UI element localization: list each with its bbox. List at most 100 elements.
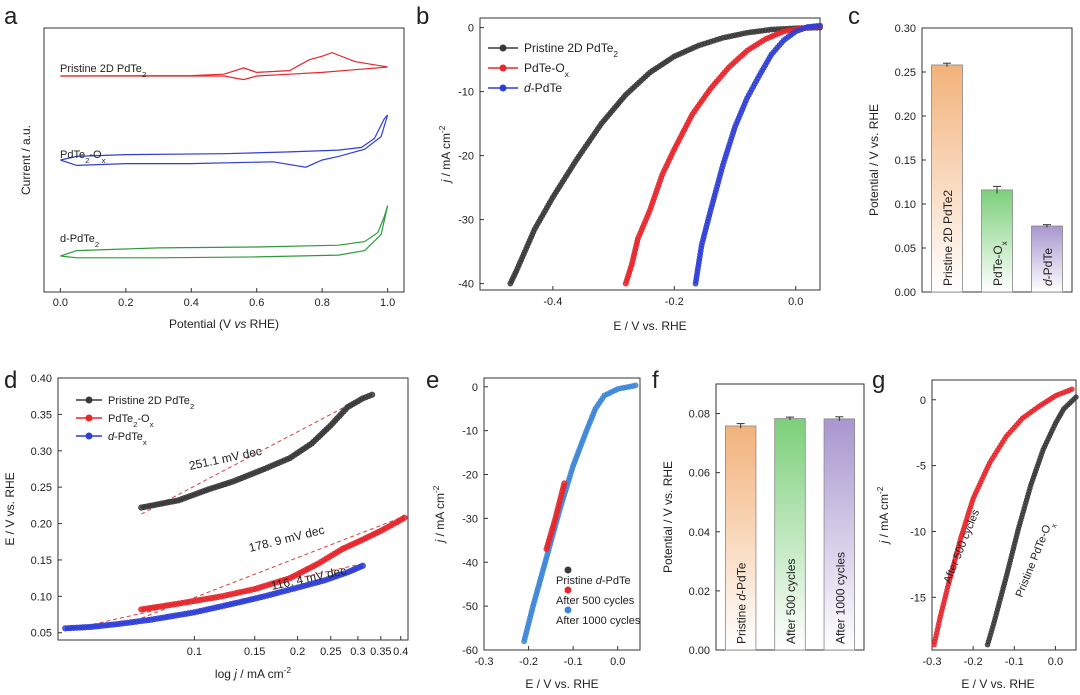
chart-d-series-2-point	[359, 562, 366, 569]
chart-b: -0.4 -0.2 0.0 0 -10 -20 -30 -40 E / V vs. RHE j /…	[437, 17, 823, 333]
chart-a: 0.0 0.2 0.4 0.6 0.8 1.0 Potential (V vs RHE) Cu…	[19, 27, 405, 331]
chart-a-xtick-label: 0.0	[53, 297, 68, 309]
chart-d-ytick-label: 0.15	[31, 555, 52, 567]
chart-e-series-0-point	[521, 638, 528, 645]
chart-d-xlabel-part: log	[215, 667, 234, 681]
chart-d-legend-label-1-part: x	[150, 420, 154, 429]
chart-d-xlabel-part: / mA cm	[237, 667, 284, 681]
chart-e-ylabel-part: / mA cm	[433, 493, 447, 540]
chart-f-bar-0	[724, 425, 757, 651]
chart-d-xtick-label: 0.2	[290, 646, 305, 658]
chart-e-xtick-label: -0.3	[475, 656, 494, 668]
chart-c-category-label-2: d-PdTe	[1041, 248, 1055, 286]
chart-a-series-label-1-part: x	[102, 156, 106, 165]
chart-b-legend-label-2-part: d	[524, 81, 531, 95]
chart-e-legend-marker-0	[564, 566, 572, 574]
chart-g-xtick-label: 0.0	[1048, 656, 1063, 668]
chart-a-series-0-forward	[60, 51, 388, 77]
chart-a-series-label-0-part: 2	[142, 70, 146, 79]
chart-b-xtick-label: -0.2	[665, 296, 684, 308]
chart-e-legend-label-2-part: After 1000 cycles	[556, 615, 641, 627]
chart-d-frame	[57, 377, 409, 641]
chart-d-ytick-label: 0.25	[31, 482, 52, 494]
chart-d-legend-label-2: d-PdTex	[108, 431, 147, 447]
chart-g-ytick-label: -10	[910, 526, 926, 538]
chart-a-series-label-0-part: Pristine 2D PdTe	[60, 63, 142, 75]
panel-letter-d: d	[4, 367, 17, 394]
chart-g-xtick-label: -0.1	[1005, 656, 1024, 668]
chart-b-legend-label-2-part: -PdTe	[531, 81, 563, 95]
chart-d-ytick-label: 0.05	[31, 628, 52, 640]
chart-d-ytick-label: 0.10	[31, 591, 52, 603]
chart-b-series-1-point	[622, 280, 629, 287]
chart-d-slope-label-0: 251.1 mV dec	[188, 444, 263, 473]
chart-d-ytick-label: 0.20	[31, 519, 52, 531]
chart-d-xlabel: log j / mA cm-2	[215, 665, 291, 681]
chart-e-frame	[483, 377, 641, 651]
chart-e-ytick-label: 0	[472, 382, 478, 394]
chart-c-category-label-0: Pristine 2D PdTe2	[941, 190, 955, 286]
chart-e-ytick-label: -60	[462, 645, 478, 657]
chart-g-series-label-1-part: x	[1049, 522, 1059, 529]
panel-letter-c: c	[848, 3, 860, 30]
chart-b-legend-marker-1	[499, 64, 507, 72]
chart-a-xtick-label: 0.4	[184, 297, 199, 309]
chart-b-ylabel-part: -2	[437, 125, 447, 133]
chart-g-ylabel-part: / mA cm	[877, 494, 891, 541]
chart-f-category-label-1-part: After 500 cycles	[784, 559, 798, 644]
chart-g-ytick-label: 0	[920, 395, 926, 407]
chart-e-ylabel-part: -2	[431, 485, 441, 493]
chart-e-legend-label-0-part: Pristine	[556, 575, 596, 587]
chart-c-category-label-1-part: PdTe-O	[991, 245, 1005, 286]
chart-f-category-label-0-part: Pristine	[735, 601, 749, 644]
chart-b-legend-label-1: PdTe-Ox	[524, 61, 570, 79]
chart-a-frame	[43, 27, 405, 293]
chart-d-xtick-label: 0.1	[187, 646, 202, 658]
chart-d-xlabel-part: -2	[284, 665, 292, 675]
chart-e-ytick-label: -50	[462, 601, 478, 613]
chart-d-xtick-label: 0.4	[393, 646, 408, 658]
chart-d-legend-label-1-part: -O	[137, 413, 150, 425]
chart-d-xtick-label: 0.15	[244, 646, 265, 658]
chart-c-category-label-1: PdTe-Ox	[991, 240, 1009, 286]
chart-d-legend-label-0-part: 2	[190, 402, 194, 411]
chart-e-series-1-point	[543, 546, 550, 552]
chart-c-ytick-label: 0.20	[895, 111, 916, 123]
chart-f-category-label-0: Pristine d-PdTe	[735, 562, 749, 644]
chart-c-ytick-label: 0.00	[895, 287, 916, 299]
chart-a-series-2-forward	[60, 205, 389, 257]
chart-b-ylabel-part: / mA cm	[439, 133, 453, 180]
chart-e-legend-label-0: Pristine d-PdTe	[556, 575, 631, 587]
chart-e-ytick-label: -20	[462, 470, 478, 482]
chart-f-ytick-label: 0.08	[689, 409, 710, 421]
chart-d-ytick-label: 0.30	[31, 446, 52, 458]
chart-c-category-label-2-part: d	[1041, 279, 1055, 286]
chart-g-ylabel: j / mA cm-2	[875, 486, 891, 545]
chart-f-category-label-2-part: After 1000 cycles	[833, 552, 847, 644]
chart-d-xtick-label: 0.3	[350, 646, 365, 658]
chart-d-legend-label-0: Pristine 2D PdTe2	[108, 395, 194, 411]
chart-a-xlabel-part: RHE)	[246, 317, 279, 331]
chart-b-xlabel: E / V vs. RHE	[613, 319, 686, 333]
chart-f-ylabel: Potential / V vs. RHE	[661, 461, 675, 573]
chart-e-xtick-label: -0.2	[519, 656, 538, 668]
chart-e-xlabel: E / V vs. RHE	[525, 677, 598, 691]
chart-a-xtick-label: 0.8	[315, 297, 330, 309]
chart-a-xlabel: Potential (V vs RHE)	[169, 317, 279, 331]
chart-e-legend-label-1: After 500 cycles	[556, 595, 635, 607]
chart-b-legend-label-0: Pristine 2D PdTe2	[524, 41, 618, 59]
chart-g-xlabel: E / V vs. RHE	[961, 677, 1034, 691]
chart-d-slope-label-1: 178. 9 mV dec	[247, 523, 325, 555]
chart-e-legend-label-2: After 1000 cycles	[556, 615, 641, 627]
chart-c-ytick-label: 0.05	[895, 243, 916, 255]
chart-c-bar-1	[981, 189, 1013, 293]
chart-a-series-1-backward	[60, 114, 389, 168]
chart-d-xlabel-part: j	[232, 667, 237, 681]
chart-e-legend-marker-1	[564, 586, 572, 594]
chart-e-xtick-label: -0.1	[564, 656, 583, 668]
chart-b-ytick-label: -40	[458, 279, 474, 291]
chart-c-ytick-label: 0.10	[895, 199, 916, 211]
chart-a-xtick-label: 0.6	[249, 297, 264, 309]
chart-c-category-label-2-part: -PdTe	[1041, 248, 1055, 280]
